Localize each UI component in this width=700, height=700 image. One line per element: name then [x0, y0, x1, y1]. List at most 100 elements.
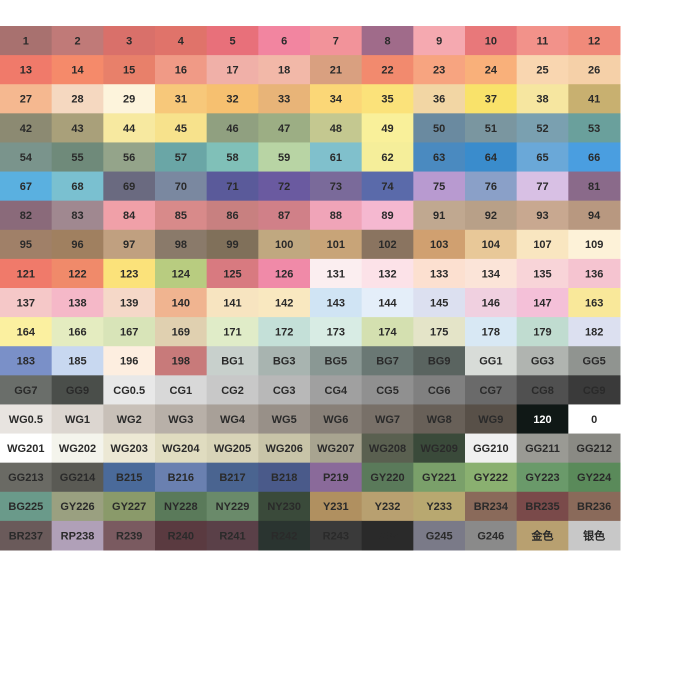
- swatch-label: 9: [436, 35, 442, 47]
- swatch-label: 142: [275, 297, 293, 309]
- swatch: [568, 288, 621, 318]
- swatch-label: 67: [20, 181, 32, 193]
- swatch: [51, 288, 104, 318]
- swatch: [258, 26, 311, 56]
- swatch: [413, 200, 466, 231]
- swatch-label: 37: [485, 94, 497, 106]
- swatch-label: 133: [430, 268, 448, 280]
- swatch-label: 84: [123, 210, 136, 222]
- swatch-label: 87: [278, 210, 290, 222]
- swatch: [103, 433, 156, 464]
- swatch: [51, 142, 104, 173]
- swatch: [51, 404, 104, 435]
- swatch: [155, 462, 208, 493]
- swatch: [103, 229, 156, 260]
- swatch: [206, 84, 259, 114]
- swatch: [465, 113, 518, 143]
- swatch: [103, 55, 156, 85]
- swatch: [258, 433, 311, 464]
- swatch: [206, 258, 259, 289]
- swatch-label: 92: [485, 210, 497, 222]
- swatch: [0, 317, 53, 347]
- swatch: [51, 520, 104, 551]
- swatch-label: 174: [378, 327, 397, 339]
- swatch-label: GY227: [112, 501, 146, 513]
- swatch-label: 125: [223, 268, 241, 280]
- swatch-label: 57: [175, 152, 187, 164]
- swatch: [516, 171, 569, 202]
- swatch-label: 98: [175, 239, 187, 251]
- swatch: [51, 433, 104, 464]
- swatch: [51, 113, 104, 143]
- swatch: [516, 55, 569, 85]
- swatch: [258, 84, 311, 114]
- swatch-label: WG3: [168, 414, 193, 426]
- swatch: [51, 462, 104, 493]
- swatch-label: 91: [433, 210, 445, 222]
- swatch-label: 54: [20, 152, 33, 164]
- swatch: [51, 317, 104, 347]
- swatch-label: WG201: [7, 443, 44, 455]
- swatch: [310, 317, 363, 347]
- swatch-label: 15: [123, 65, 135, 77]
- swatch-label: 139: [120, 297, 138, 309]
- swatch: [155, 288, 208, 318]
- swatch-label: 8: [384, 35, 390, 47]
- swatch-label: 99: [226, 239, 238, 251]
- swatch: [361, 491, 414, 522]
- swatch-label: BG9: [428, 356, 451, 368]
- swatch-label: CG5: [376, 385, 399, 397]
- swatch-label: BR237: [9, 530, 43, 542]
- swatch: [413, 229, 466, 260]
- swatch-label: P219: [323, 472, 349, 484]
- swatch-label: B216: [168, 472, 194, 484]
- swatch: [465, 375, 518, 405]
- swatch-label: 银色: [583, 528, 605, 542]
- swatch-label: 145: [430, 297, 448, 309]
- swatch: [310, 229, 363, 260]
- swatch-label: 94: [588, 210, 601, 222]
- swatch-label: 178: [482, 327, 500, 339]
- swatch-label: 86: [226, 210, 238, 222]
- swatch-label: GY221: [422, 472, 456, 484]
- swatch-label: NY228: [164, 501, 198, 513]
- swatch: [361, 375, 414, 405]
- swatch-label: G245: [426, 530, 453, 542]
- swatch: [155, 113, 208, 143]
- swatch-label: 4: [178, 35, 185, 47]
- swatch-label: 6: [281, 35, 287, 47]
- swatch-label: NY230: [267, 501, 301, 513]
- swatch-label: 41: [588, 94, 600, 106]
- swatch-label: 26: [588, 65, 600, 77]
- swatch-label: 85: [175, 210, 187, 222]
- swatch: [258, 346, 311, 376]
- swatch-label: WG1: [65, 414, 90, 426]
- swatch: [206, 113, 259, 143]
- swatch: [103, 462, 156, 493]
- swatch: [516, 258, 569, 289]
- swatch: [155, 433, 208, 464]
- swatch: [361, 200, 414, 231]
- swatch: [568, 462, 621, 493]
- swatch: [465, 288, 518, 318]
- swatch: [310, 375, 363, 405]
- swatch: [206, 288, 259, 318]
- swatch: [413, 317, 466, 347]
- swatch-label: BG225: [8, 501, 43, 513]
- swatch-label: 123: [120, 268, 138, 280]
- swatch: [51, 258, 104, 289]
- swatch-label: 38: [536, 94, 548, 106]
- swatch-label: 166: [68, 327, 86, 339]
- swatch-label: 198: [172, 356, 190, 368]
- swatch-label: 175: [430, 327, 448, 339]
- swatch: [413, 520, 466, 551]
- swatch: [568, 113, 621, 143]
- swatch: [258, 317, 311, 347]
- swatch-label: Y233: [426, 501, 452, 513]
- swatch: [361, 258, 414, 289]
- swatch-label: 55: [71, 152, 83, 164]
- swatch: [516, 462, 569, 493]
- swatch-label: 171: [223, 327, 241, 339]
- swatch: [155, 520, 208, 551]
- swatch: [103, 200, 156, 231]
